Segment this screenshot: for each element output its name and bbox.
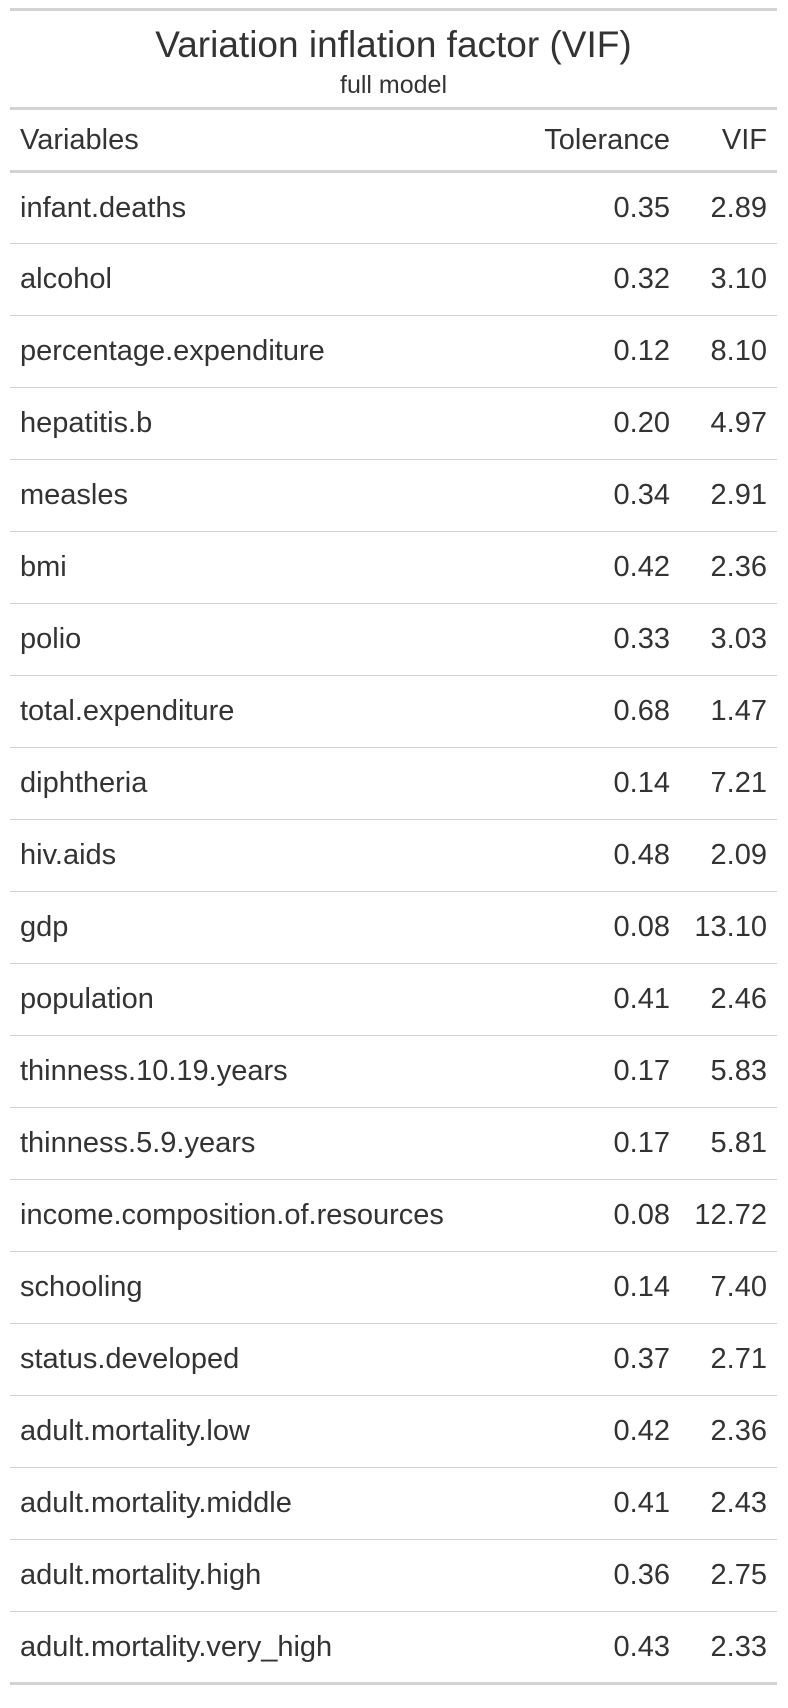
cell-variable: adult.mortality.very_high	[20, 1630, 333, 1663]
cell-vif: 13.10	[694, 911, 767, 943]
cell-vif: 7.21	[710, 767, 767, 799]
cell-variable: gdp	[20, 911, 69, 943]
table-row: diphtheria 0.14 7.21	[10, 748, 777, 820]
cell-tolerance: 0.12	[613, 335, 670, 367]
cell-vif: 1.47	[710, 695, 767, 727]
cell-variable: bmi	[20, 551, 67, 583]
table-row: thinness.10.19.years 0.17 5.83	[10, 1036, 777, 1108]
cell-variable: diphtheria	[20, 767, 148, 799]
cell-tolerance: 0.14	[613, 767, 670, 799]
cell-tolerance: 0.41	[613, 983, 670, 1015]
table-heading: Variation inflation factor (VIF) full mo…	[10, 11, 777, 107]
cell-variable: adult.mortality.low	[20, 1415, 250, 1447]
cell-vif: 2.71	[710, 1343, 767, 1375]
table-row: adult.mortality.high 0.36 2.75	[10, 1540, 777, 1612]
table-row: population 0.41 2.46	[10, 964, 777, 1036]
table-row: infant.deaths 0.35 2.89	[10, 172, 777, 244]
cell-vif: 3.10	[710, 263, 767, 295]
table-body: infant.deaths 0.35 2.89 alcohol 0.32 3.10 perc…	[10, 172, 777, 1684]
cell-vif: 2.46	[710, 983, 767, 1015]
cell-variable: adult.mortality.middle	[20, 1487, 292, 1519]
cell-variable: adult.mortality.high	[20, 1559, 262, 1591]
vif-table-container: Variation inflation factor (VIF) full mo…	[10, 8, 777, 1685]
cell-variable: infant.deaths	[20, 191, 187, 224]
cell-tolerance: 0.42	[613, 1415, 670, 1447]
cell-variable: measles	[20, 479, 128, 511]
cell-variable: alcohol	[20, 263, 112, 295]
table-row: status.developed 0.37 2.71	[10, 1324, 777, 1396]
table-row: hepatitis.b 0.20 4.97	[10, 388, 777, 460]
table-subtitle: full model	[340, 71, 447, 99]
cell-vif: 2.09	[710, 839, 767, 871]
table-row: hiv.aids 0.48 2.09	[10, 820, 777, 892]
cell-vif: 2.36	[710, 1415, 767, 1447]
cell-tolerance: 0.68	[613, 695, 670, 727]
cell-variable: schooling	[20, 1271, 143, 1303]
column-header-variables: Variables	[20, 123, 139, 156]
cell-vif: 5.81	[710, 1127, 767, 1159]
table-row: adult.mortality.low 0.42 2.36	[10, 1396, 777, 1468]
cell-tolerance: 0.41	[613, 1487, 670, 1519]
cell-tolerance: 0.20	[613, 407, 670, 439]
cell-variable: hiv.aids	[20, 839, 117, 871]
table-row: income.composition.of.resources 0.08 12.72	[10, 1180, 777, 1252]
cell-tolerance: 0.34	[613, 479, 670, 511]
cell-vif: 2.75	[710, 1559, 767, 1591]
cell-variable: thinness.5.9.years	[20, 1127, 256, 1159]
table-title: Variation inflation factor (VIF)	[155, 24, 632, 65]
table-row: thinness.5.9.years 0.17 5.81	[10, 1108, 777, 1180]
cell-variable: polio	[20, 623, 82, 655]
cell-variable: hepatitis.b	[20, 407, 153, 439]
cell-vif: 12.72	[694, 1199, 767, 1231]
cell-tolerance: 0.14	[613, 1271, 670, 1303]
table-row: total.expenditure 0.68 1.47	[10, 676, 777, 748]
column-header-vif: VIF	[721, 123, 767, 156]
cell-tolerance: 0.42	[613, 551, 670, 583]
cell-variable: total.expenditure	[20, 695, 235, 727]
table-row: percentage.expenditure 0.12 8.10	[10, 316, 777, 388]
cell-tolerance: 0.43	[613, 1630, 670, 1663]
cell-variable: thinness.10.19.years	[20, 1055, 288, 1087]
cell-variable: status.developed	[20, 1343, 240, 1375]
cell-vif: 2.36	[710, 551, 767, 583]
cell-tolerance: 0.36	[613, 1559, 670, 1591]
cell-tolerance: 0.08	[613, 911, 670, 943]
header-row: Variables Tolerance VIF	[10, 108, 777, 172]
cell-vif: 2.43	[710, 1487, 767, 1519]
vif-table: Variables Tolerance VIF infant.deaths 0.3…	[10, 107, 777, 1685]
top-rule	[10, 8, 777, 11]
cell-variable: population	[20, 983, 154, 1015]
cell-tolerance: 0.17	[613, 1055, 670, 1087]
column-header-tolerance: Tolerance	[544, 123, 670, 156]
cell-vif: 4.97	[710, 407, 767, 439]
cell-variable: percentage.expenditure	[20, 335, 325, 367]
cell-tolerance: 0.08	[613, 1199, 670, 1231]
cell-tolerance: 0.35	[613, 191, 670, 224]
table-row: measles 0.34 2.91	[10, 460, 777, 532]
cell-tolerance: 0.48	[613, 839, 670, 871]
cell-vif: 3.03	[710, 623, 767, 655]
cell-tolerance: 0.37	[613, 1343, 670, 1375]
cell-tolerance: 0.33	[613, 623, 670, 655]
table-row: adult.mortality.very_high 0.43 2.33	[10, 1612, 777, 1684]
cell-variable: income.composition.of.resources	[20, 1199, 444, 1231]
cell-vif: 2.91	[710, 479, 767, 511]
cell-tolerance: 0.17	[613, 1127, 670, 1159]
table-row: adult.mortality.middle 0.41 2.43	[10, 1468, 777, 1540]
cell-vif: 2.89	[710, 191, 767, 224]
table-row: polio 0.33 3.03	[10, 604, 777, 676]
cell-vif: 7.40	[710, 1271, 767, 1303]
cell-vif: 2.33	[710, 1630, 767, 1663]
cell-tolerance: 0.32	[613, 263, 670, 295]
table-row: alcohol 0.32 3.10	[10, 244, 777, 316]
table-row: bmi 0.42 2.36	[10, 532, 777, 604]
cell-vif: 8.10	[710, 335, 767, 367]
cell-vif: 5.83	[710, 1055, 767, 1087]
table-row: gdp 0.08 13.10	[10, 892, 777, 964]
table-row: schooling 0.14 7.40	[10, 1252, 777, 1324]
